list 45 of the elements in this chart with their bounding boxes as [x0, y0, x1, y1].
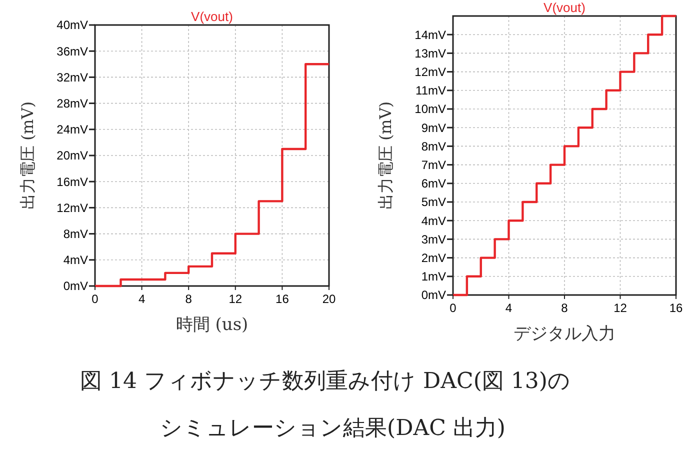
y-tick-label: 40mV — [56, 18, 88, 32]
y-tick-label: 10mV — [414, 102, 446, 116]
x-tick-label: 4 — [138, 292, 146, 306]
y-tick-label: 1mV — [421, 270, 446, 284]
x-tick-label: 8 — [185, 292, 192, 306]
y-tick-label: 20mV — [56, 148, 88, 163]
y-tick-label: 8mV — [421, 139, 446, 154]
x-tick-label: 0 — [450, 301, 457, 315]
y-tick-label: 14mV — [414, 28, 446, 42]
x-axis-title: 時間 (us) — [176, 315, 248, 335]
y-tick-label: 0mV — [63, 279, 88, 294]
y-tick-label: 28mV — [56, 96, 88, 110]
y-tick-label: 9mV — [421, 120, 446, 135]
y-tick-label: 3mV — [421, 232, 446, 246]
y-tick-label: 0mV — [421, 288, 446, 302]
chart-title: V(vout) — [191, 9, 233, 24]
x-tick-label: 4 — [505, 301, 512, 315]
y-tick-label: 11mV — [416, 84, 446, 98]
y-tick-label: 12mV — [414, 65, 446, 79]
y-tick-label: 16mV — [56, 174, 88, 189]
x-tick-label: 16 — [276, 292, 290, 306]
x-axis-title: デジタル入力 — [514, 324, 616, 344]
y-tick-label: 7mV — [421, 158, 446, 172]
y-tick-label: 5mV — [421, 195, 446, 210]
y-tick-label: 32mV — [56, 70, 88, 84]
y-tick-label: 4mV — [63, 253, 88, 268]
y-tick-label: 24mV — [56, 122, 88, 137]
y-axis-title: 出力電圧 (mV) — [376, 101, 395, 210]
x-tick-label: 8 — [561, 301, 568, 315]
x-tick-label: 12 — [614, 301, 628, 315]
y-tick-label: 2mV — [421, 251, 446, 265]
chart-title: V(vout) — [544, 0, 586, 15]
y-tick-label: 13mV — [414, 46, 446, 60]
x-tick-label: 0 — [92, 292, 99, 306]
x-tick-label: 20 — [322, 292, 336, 306]
y-tick-label: 8mV — [63, 227, 88, 241]
text: シミュレーション結果(DAC 出力) — [160, 416, 506, 441]
caption: 図 14 フィボナッチ数列重み付け DAC(図 13)の — [80, 369, 570, 394]
y-tick-label: 6mV — [421, 176, 446, 191]
y-tick-label: 12mV — [56, 200, 88, 215]
y-axis-title: 出力電圧 (mV) — [18, 101, 37, 210]
y-tick-label: 4mV — [421, 214, 446, 228]
x-tick-label: 16 — [669, 301, 683, 315]
x-tick-label: 12 — [228, 292, 242, 306]
y-tick-label: 36mV — [56, 44, 88, 58]
